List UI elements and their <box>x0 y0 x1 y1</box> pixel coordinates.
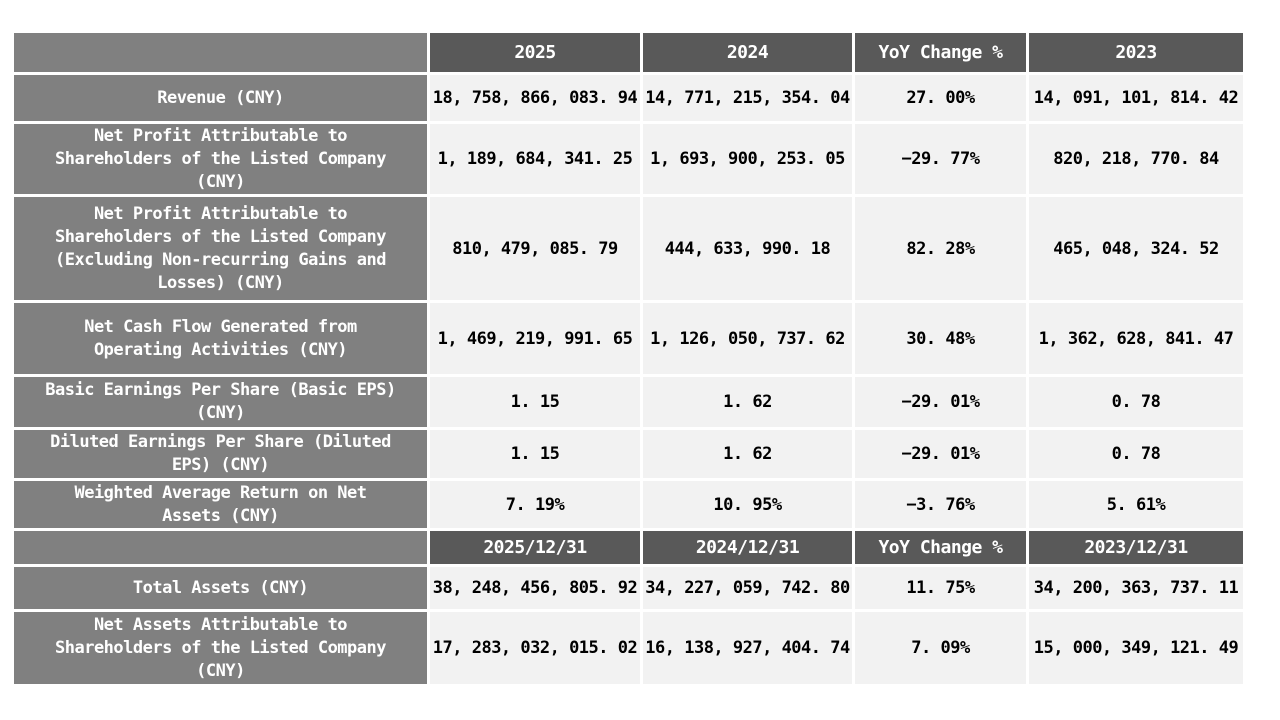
row-label-net-profit: Net Profit Attributable to Shareholders … <box>14 124 427 194</box>
financial-summary-table: 2025 2024 YoY Change % 2023 Revenue (CNY… <box>14 33 1243 684</box>
cell-net-cash-flow-2024: 1, 126, 050, 737. 62 <box>643 303 852 374</box>
column-header-2023: 2023 <box>1029 33 1243 72</box>
cell-net-profit-2024: 1, 693, 900, 253. 05 <box>643 124 852 194</box>
cell-diluted-eps-yoy: −29. 01% <box>855 430 1026 478</box>
column-header-yoy-change-2: YoY Change % <box>855 531 1026 564</box>
cell-weighted-avg-return-2024: 10. 95% <box>643 481 852 528</box>
cell-net-profit-yoy: −29. 77% <box>855 124 1026 194</box>
cell-net-assets-2023: 15, 000, 349, 121. 49 <box>1029 612 1243 684</box>
cell-revenue-2024: 14, 771, 215, 354. 04 <box>643 75 852 121</box>
cell-net-cash-flow-2025: 1, 469, 219, 991. 65 <box>430 303 640 374</box>
cell-net-profit-2025: 1, 189, 684, 341. 25 <box>430 124 640 194</box>
header1-corner-cell <box>14 33 427 72</box>
cell-weighted-avg-return-2025: 7. 19% <box>430 481 640 528</box>
cell-weighted-avg-return-2023: 5. 61% <box>1029 481 1243 528</box>
cell-net-assets-yoy: 7. 09% <box>855 612 1026 684</box>
cell-diluted-eps-2025: 1. 15 <box>430 430 640 478</box>
column-header-yoy-change: YoY Change % <box>855 33 1026 72</box>
cell-weighted-avg-return-yoy: −3. 76% <box>855 481 1026 528</box>
cell-net-profit-excl-2025: 810, 479, 085. 79 <box>430 197 640 300</box>
cell-basic-eps-2024: 1. 62 <box>643 377 852 427</box>
column-header-2025-12-31: 2025/12/31 <box>430 531 640 564</box>
row-label-diluted-eps: Diluted Earnings Per Share (Diluted EPS)… <box>14 430 427 478</box>
row-label-basic-eps: Basic Earnings Per Share (Basic EPS) (CN… <box>14 377 427 427</box>
cell-basic-eps-2023: 0. 78 <box>1029 377 1243 427</box>
cell-net-profit-excl-yoy: 82. 28% <box>855 197 1026 300</box>
cell-diluted-eps-2023: 0. 78 <box>1029 430 1243 478</box>
cell-net-cash-flow-2023: 1, 362, 628, 841. 47 <box>1029 303 1243 374</box>
column-header-2023-12-31: 2023/12/31 <box>1029 531 1243 564</box>
cell-total-assets-2024: 34, 227, 059, 742. 80 <box>643 567 852 609</box>
cell-revenue-2025: 18, 758, 866, 083. 94 <box>430 75 640 121</box>
row-label-net-profit-excl-nonrecurring: Net Profit Attributable to Shareholders … <box>14 197 427 300</box>
column-header-2024: 2024 <box>643 33 852 72</box>
cell-net-profit-2023: 820, 218, 770. 84 <box>1029 124 1243 194</box>
cell-basic-eps-yoy: −29. 01% <box>855 377 1026 427</box>
cell-total-assets-yoy: 11. 75% <box>855 567 1026 609</box>
cell-diluted-eps-2024: 1. 62 <box>643 430 852 478</box>
cell-basic-eps-2025: 1. 15 <box>430 377 640 427</box>
cell-total-assets-2023: 34, 200, 363, 737. 11 <box>1029 567 1243 609</box>
row-label-net-assets: Net Assets Attributable to Shareholders … <box>14 612 427 684</box>
cell-net-assets-2024: 16, 138, 927, 404. 74 <box>643 612 852 684</box>
row-label-net-cash-flow: Net Cash Flow Generated from Operating A… <box>14 303 427 374</box>
row-label-revenue: Revenue (CNY) <box>14 75 427 121</box>
cell-revenue-yoy: 27. 00% <box>855 75 1026 121</box>
row-label-total-assets: Total Assets (CNY) <box>14 567 427 609</box>
row-label-weighted-avg-return: Weighted Average Return on Net Assets (C… <box>14 481 427 528</box>
cell-revenue-2023: 14, 091, 101, 814. 42 <box>1029 75 1243 121</box>
cell-net-assets-2025: 17, 283, 032, 015. 02 <box>430 612 640 684</box>
header2-corner-cell <box>14 531 427 564</box>
cell-net-profit-excl-2024: 444, 633, 990. 18 <box>643 197 852 300</box>
column-header-2024-12-31: 2024/12/31 <box>643 531 852 564</box>
cell-net-cash-flow-yoy: 30. 48% <box>855 303 1026 374</box>
cell-total-assets-2025: 38, 248, 456, 805. 92 <box>430 567 640 609</box>
column-header-2025: 2025 <box>430 33 640 72</box>
cell-net-profit-excl-2023: 465, 048, 324. 52 <box>1029 197 1243 300</box>
